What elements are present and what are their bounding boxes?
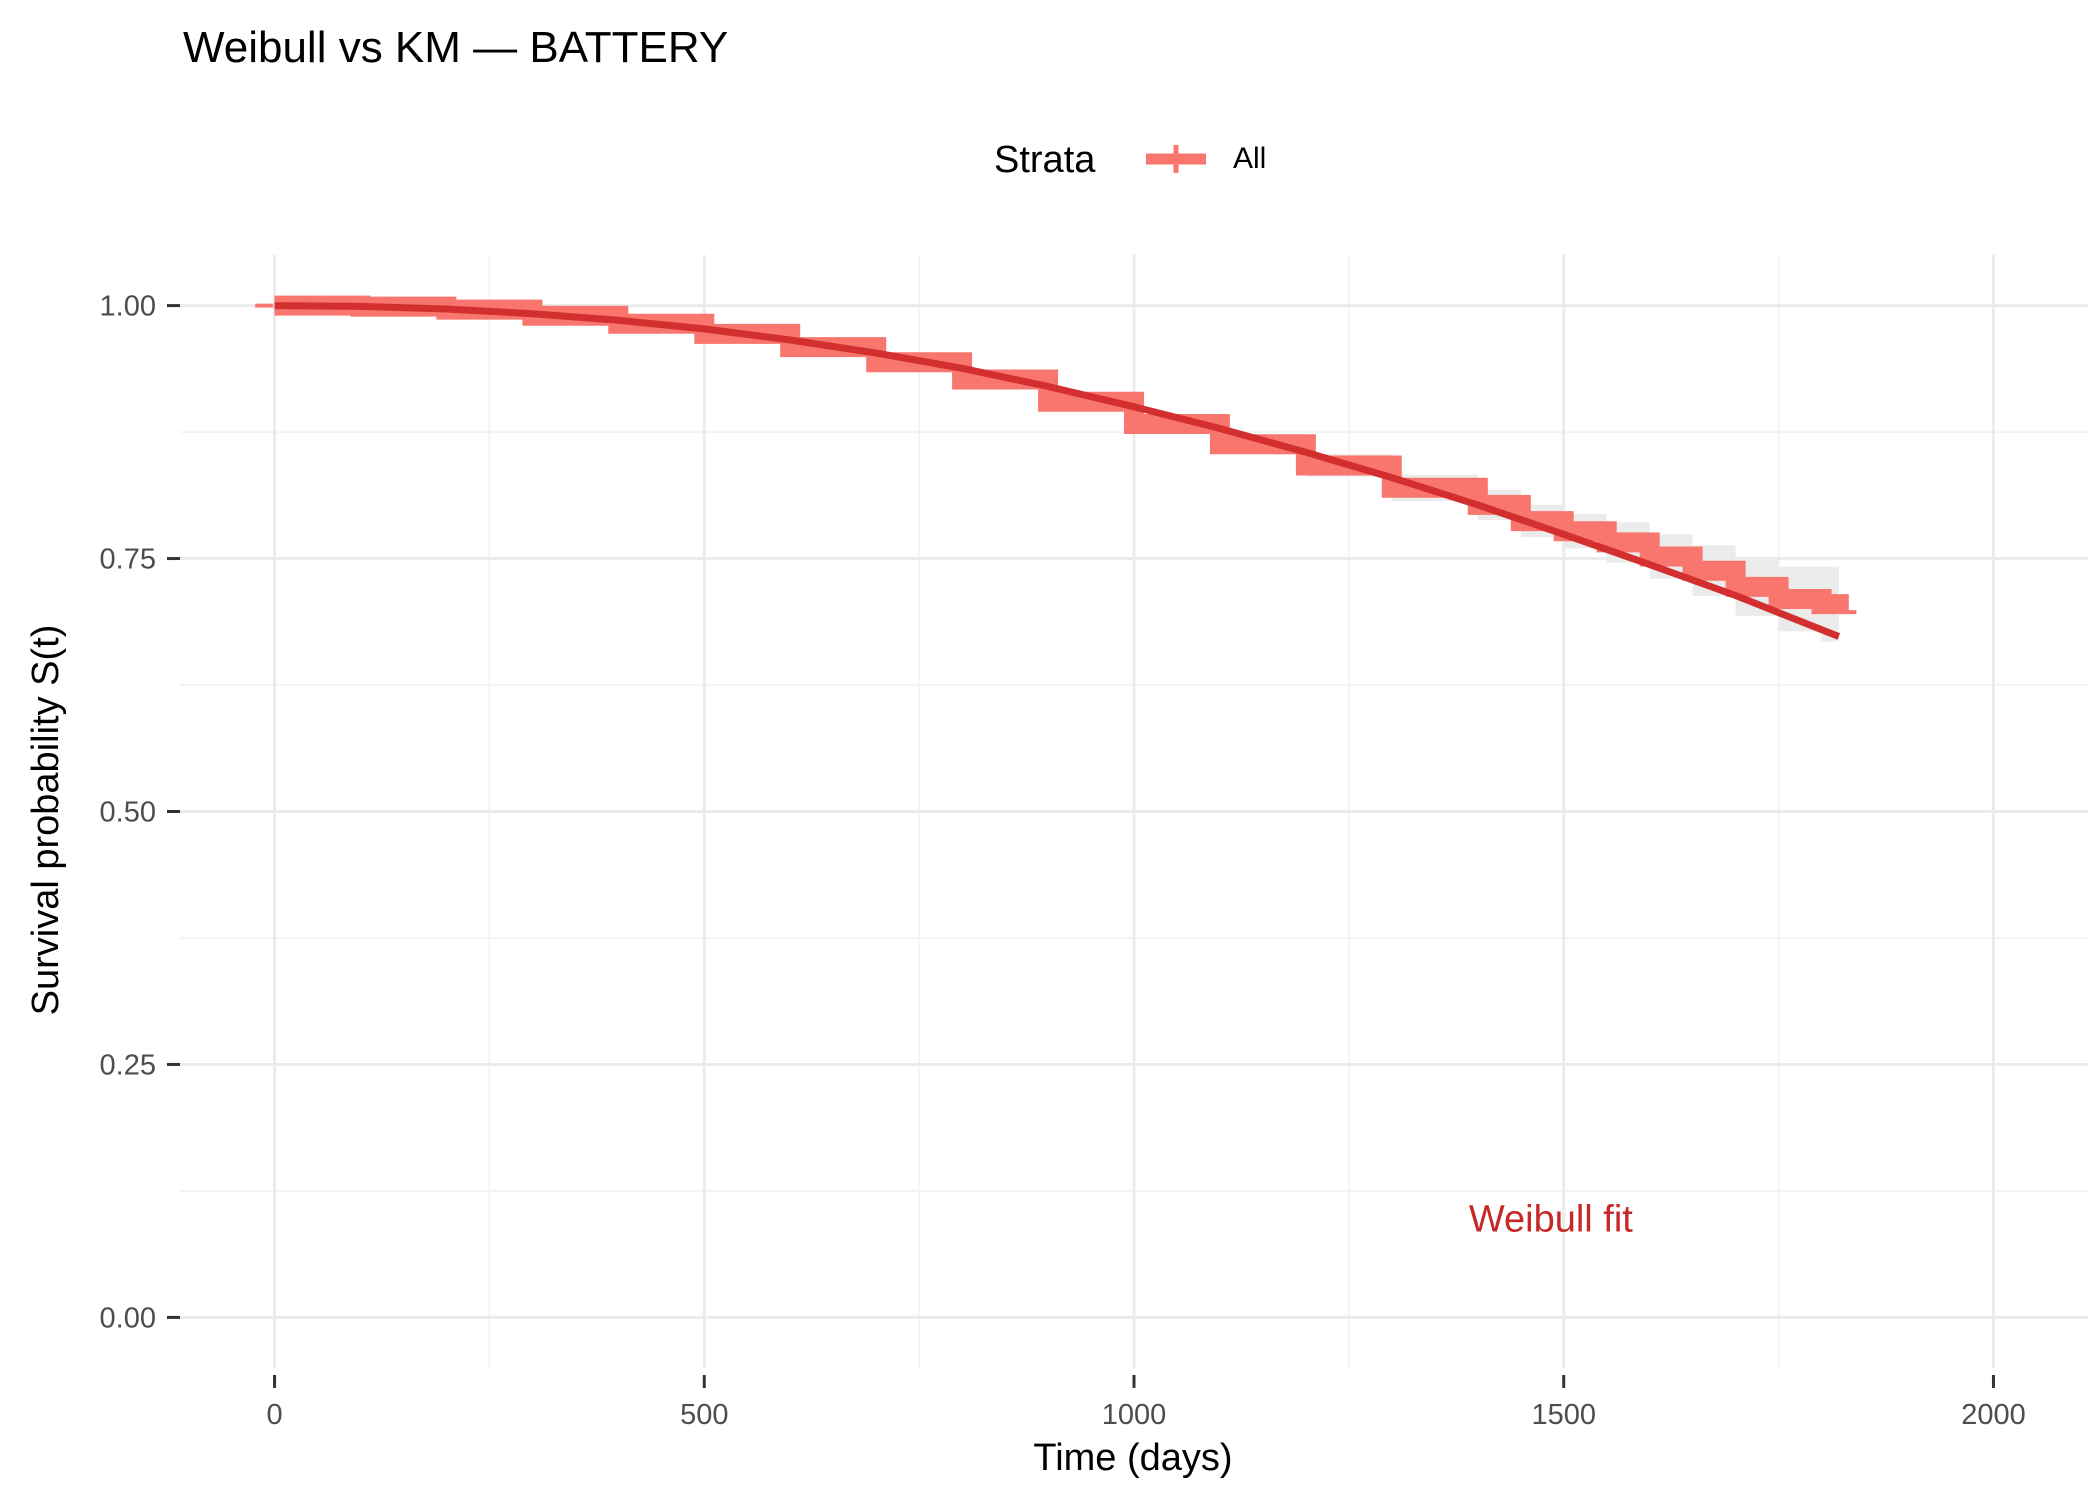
x-tick-label: 1500 [1531,1399,1596,1431]
legend-label-all: All [1233,142,1266,175]
plot-area: Weibull fit [255,295,1857,1240]
axes: 0 500 1000 1500 2000 0.00 0.25 0.50 0.75 1.00 [100,291,2026,1431]
km-survival-curve [274,295,1849,615]
x-tick-label: 500 [680,1399,728,1431]
chart-title: Weibull vs KM — BATTERY [183,23,728,72]
legend-title: Strata [994,139,1096,181]
y-tick-label: 0.50 [100,797,156,829]
legend-key-all [1146,145,1206,173]
x-axis-label: Time (days) [1033,1437,1232,1479]
x-tick-label: 0 [266,1399,282,1431]
x-tick-label: 2000 [1961,1399,2026,1431]
grid [180,255,2088,1368]
weibull-fit-line [274,302,1841,640]
annotation-weibull-fit: Weibull fit [1469,1198,1633,1240]
y-tick-label: 0.00 [100,1302,156,1334]
y-tick-label: 0.75 [100,544,156,576]
y-axis-label: Survival probability S(t) [25,625,67,1016]
x-tick-label: 1000 [1102,1399,1167,1431]
y-tick-label: 0.25 [100,1049,156,1081]
confidence-band [274,305,1839,648]
legend: Strata All [994,139,1266,181]
y-tick-label: 1.00 [100,291,156,323]
